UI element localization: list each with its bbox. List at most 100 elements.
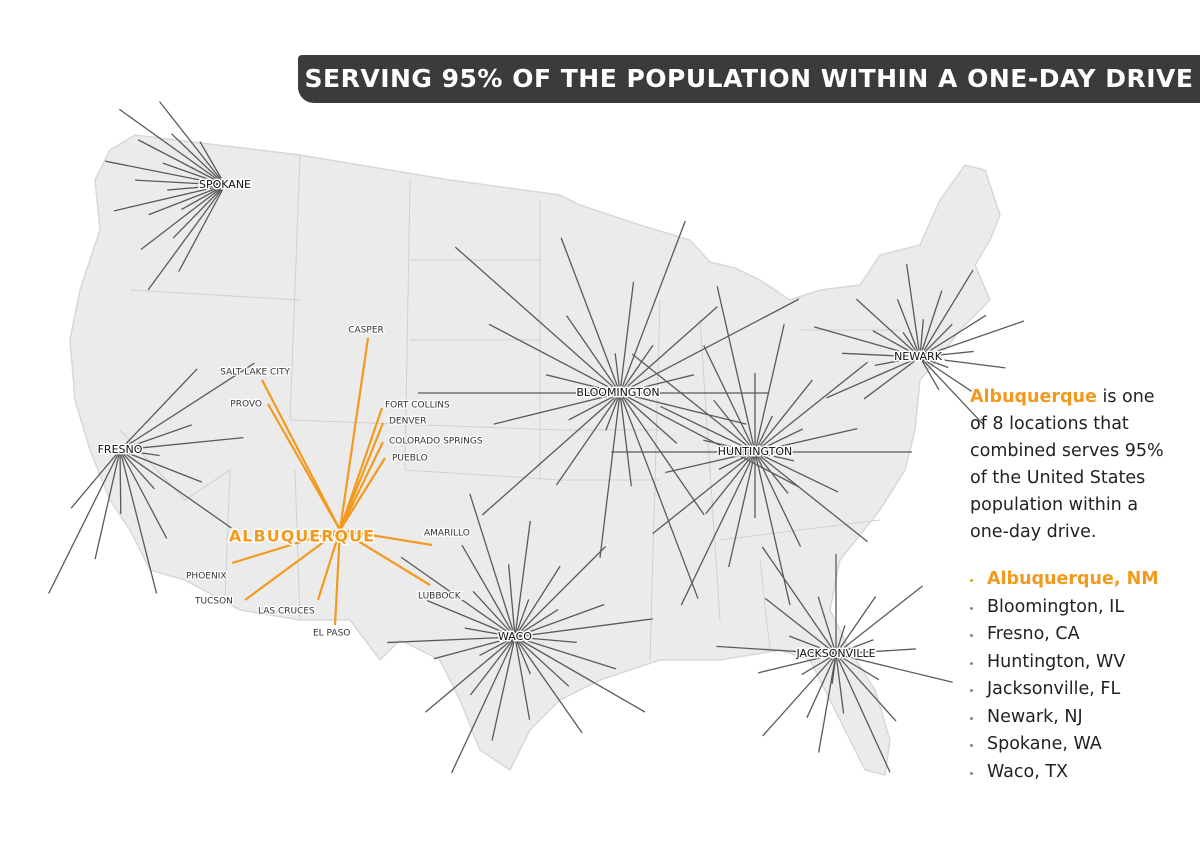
route-line bbox=[919, 269, 974, 358]
route-line bbox=[680, 451, 756, 606]
route-line bbox=[514, 546, 606, 638]
route-line bbox=[801, 653, 837, 676]
route-line bbox=[619, 392, 632, 487]
route-line bbox=[488, 323, 621, 394]
route-line bbox=[754, 361, 868, 453]
route-line bbox=[566, 315, 621, 394]
route-line bbox=[605, 392, 621, 431]
route-line bbox=[461, 544, 516, 638]
route-line bbox=[469, 493, 516, 638]
route-line bbox=[491, 636, 516, 741]
spokes bbox=[48, 101, 1025, 774]
location-item: Spokane, WA bbox=[970, 731, 1170, 759]
route-line bbox=[835, 653, 953, 683]
route-line bbox=[718, 451, 756, 470]
route-line bbox=[919, 356, 972, 392]
route-line bbox=[119, 437, 244, 451]
route-line bbox=[665, 451, 756, 474]
route-line bbox=[514, 636, 531, 675]
route-line bbox=[159, 101, 226, 186]
route-line bbox=[896, 299, 921, 358]
route-line bbox=[514, 520, 531, 638]
route-line bbox=[874, 356, 921, 366]
route-line bbox=[619, 392, 747, 425]
route-line bbox=[400, 556, 516, 638]
route-line bbox=[514, 618, 653, 638]
route-line bbox=[619, 220, 686, 394]
route-line bbox=[728, 451, 756, 568]
route-line bbox=[835, 585, 923, 655]
route-line bbox=[464, 627, 516, 638]
hub-label: HUNTINGTON bbox=[718, 445, 792, 458]
route-line bbox=[754, 415, 773, 453]
route-line bbox=[652, 451, 756, 535]
route-line bbox=[905, 263, 921, 358]
route-line bbox=[181, 184, 226, 211]
route-line bbox=[451, 636, 516, 774]
route-line bbox=[619, 298, 800, 394]
route-line bbox=[119, 449, 232, 529]
route-line bbox=[514, 603, 605, 638]
route-line bbox=[758, 653, 837, 674]
route-line bbox=[754, 428, 804, 453]
route-line bbox=[70, 449, 121, 509]
city-label: DENVER bbox=[389, 417, 426, 427]
route-line bbox=[514, 636, 531, 720]
route-line bbox=[826, 356, 921, 399]
route-line bbox=[119, 368, 198, 451]
route-line bbox=[716, 286, 756, 453]
route-line bbox=[119, 449, 122, 515]
route-line bbox=[147, 184, 226, 291]
route-line bbox=[855, 298, 921, 358]
route-line bbox=[338, 337, 370, 531]
route-line bbox=[619, 392, 699, 599]
route-line bbox=[835, 648, 916, 655]
route-line bbox=[872, 330, 921, 358]
route-line bbox=[119, 362, 255, 451]
route-line bbox=[754, 451, 868, 543]
route-line bbox=[817, 653, 837, 753]
hub-label: WACO bbox=[498, 630, 532, 643]
route-line bbox=[137, 139, 226, 186]
route-line bbox=[267, 403, 341, 531]
route-line bbox=[716, 645, 837, 655]
route-line bbox=[831, 653, 837, 684]
route-line bbox=[835, 653, 891, 773]
route-line bbox=[339, 457, 386, 531]
hub-label: NEWARK bbox=[894, 350, 943, 363]
us-outline bbox=[69, 134, 1001, 776]
description-text: is one of 8 locations that combined serv… bbox=[970, 387, 1164, 542]
title-bar: SERVING 95% OF THE POPULATION WITHIN A O… bbox=[298, 55, 1200, 103]
route-line bbox=[48, 449, 121, 594]
route-line bbox=[614, 353, 621, 394]
route-line bbox=[514, 599, 530, 638]
route-line bbox=[514, 636, 583, 734]
route-line bbox=[507, 564, 516, 638]
route-line bbox=[171, 133, 226, 186]
route-line bbox=[619, 374, 694, 394]
route-line bbox=[199, 141, 226, 186]
route-line bbox=[754, 379, 813, 453]
route-line bbox=[761, 546, 837, 655]
route-line bbox=[339, 528, 433, 547]
title: SERVING 95% OF THE POPULATION WITHIN A O… bbox=[304, 64, 1194, 93]
route-line bbox=[162, 162, 226, 186]
city-label: TUCSON bbox=[194, 597, 233, 607]
route-line bbox=[105, 160, 226, 186]
route-line bbox=[703, 439, 756, 453]
city-label: PHOENIX bbox=[186, 572, 227, 582]
route-line bbox=[316, 529, 342, 601]
route-line bbox=[148, 184, 226, 216]
route-line bbox=[835, 653, 897, 722]
location-item: Jacksonville, FL bbox=[970, 676, 1170, 704]
route-line bbox=[754, 324, 785, 453]
route-line bbox=[514, 636, 617, 670]
route-line bbox=[835, 625, 846, 655]
route-line bbox=[333, 529, 342, 626]
route-line bbox=[387, 636, 516, 644]
hub-label-highlight: ALBUQUERQUE bbox=[229, 527, 375, 546]
route-line bbox=[919, 314, 987, 358]
city-label: LUBBOCK bbox=[418, 592, 462, 602]
location-list: Albuquerque, NM Bloomington, IL Fresno, CA… bbox=[970, 566, 1170, 786]
